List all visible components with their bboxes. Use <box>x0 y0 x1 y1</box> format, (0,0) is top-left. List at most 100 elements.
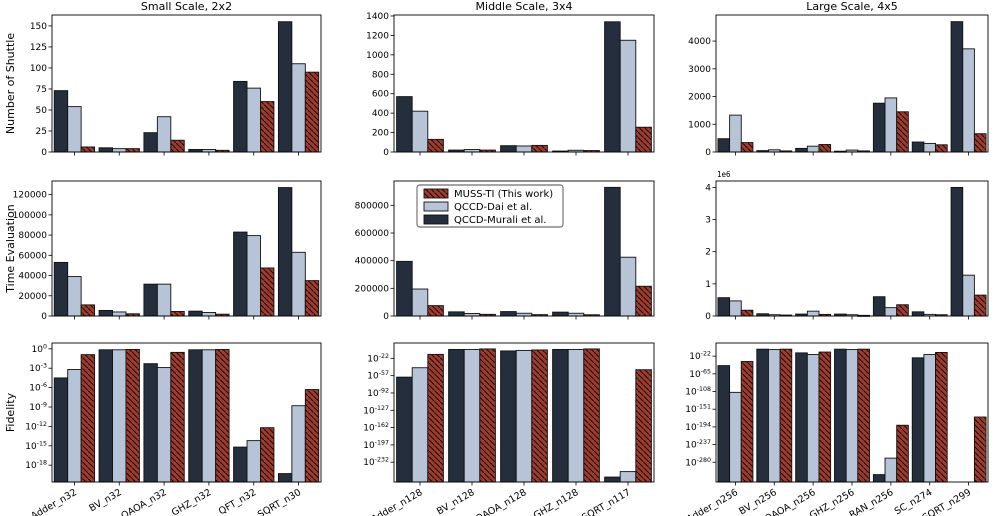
y-tick-label: 800000 <box>355 201 390 211</box>
y-tick-label: 10-22 <box>689 351 711 363</box>
y-tick-label: 120000 <box>13 191 48 201</box>
x-tick-label: BV_n32 <box>87 487 123 514</box>
y-tick-label: 0 <box>383 312 389 322</box>
bar-qccd_dai <box>156 367 172 483</box>
legend-swatch-hatch <box>424 189 448 198</box>
bar-qccd_murali <box>448 348 465 483</box>
bar-hatch-overlay <box>974 417 987 482</box>
y-tick-label: 40000 <box>18 272 47 282</box>
bar-qccd_dai <box>768 349 781 483</box>
bar-hatch-overlay <box>81 304 95 316</box>
bar-qccd_murali <box>604 476 621 483</box>
x-tick-label: QAOA_n128 <box>474 487 528 516</box>
y-tick-label: 10-9 <box>29 402 47 414</box>
y-tick-label: 10-151 <box>685 404 711 416</box>
bar-hatch-overlay <box>531 314 548 316</box>
bar-qccd_dai <box>411 288 429 317</box>
bar-qccd_dai <box>845 349 859 483</box>
y-tick-label: 100 <box>32 343 47 355</box>
y-tick-label: 0 <box>705 148 711 158</box>
bar-qccd_dai <box>246 440 261 483</box>
y-tick-label: 125 <box>30 43 47 53</box>
bar-qccd_dai <box>806 310 820 317</box>
bar-qccd_murali <box>143 363 158 483</box>
subplot-shuttle-small: 0 25 50 75 100 125 150 Small Scale, 2x2 Number o… <box>4 0 322 158</box>
y-tick-label: 2000 <box>688 93 711 103</box>
x-tick-label: Adder_n128 <box>370 487 425 516</box>
y-tick-label: 75 <box>36 85 47 95</box>
legend-box <box>416 184 564 228</box>
x-tick-label: SQRT_n117 <box>580 487 632 516</box>
y-tick-label: 3 <box>705 216 711 226</box>
y-tick-label: 50 <box>36 106 48 116</box>
subplot-fidelity-middle: 10-22 10-57 10-92 10-127 10-162 10-197 10-232 A… <box>363 342 655 516</box>
y-tick-label: 4000 <box>688 37 711 47</box>
bar-qccd_murali <box>277 473 293 483</box>
subplot-fidelity-large: 10-22 10-65 10-108 10-151 10-194 10-237 10-280… <box>685 342 989 516</box>
bar-qccd_murali <box>500 145 517 153</box>
y-tick-label: 2 <box>705 248 711 258</box>
x-tick-label: GHZ_n32 <box>170 487 213 516</box>
y-tick-label: 1200 <box>366 31 389 41</box>
legend-swatch-qccd_dai <box>423 201 449 212</box>
y-tick-label: 1400 <box>366 12 389 22</box>
x-tick-label: Adder_n32 <box>29 487 79 516</box>
axis-offset-text: 1e6 <box>717 170 731 179</box>
bar-qccd_murali <box>143 283 158 317</box>
bar-hatch-overlay <box>635 286 652 316</box>
y-tick-label: 400000 <box>355 257 390 267</box>
x-tick-label: RAN_n256 <box>848 487 896 516</box>
bar-qccd_dai <box>411 110 429 153</box>
bar-qccd_dai <box>411 367 429 483</box>
y-tick-label: 10-15 <box>25 440 47 452</box>
bar-qccd_murali <box>717 297 731 317</box>
axes-frame <box>393 180 655 317</box>
bar-hatch-overlay <box>818 314 831 316</box>
bar-qccd_murali <box>872 102 886 153</box>
bar-hatch-overlay <box>125 148 140 152</box>
y-tick-label: 10-92 <box>367 387 389 399</box>
bar-qccd_murali <box>143 132 158 153</box>
chart-title: Large Scale, 4x5 <box>806 0 898 13</box>
bar-hatch-overlay <box>935 352 948 482</box>
bar-qccd_murali <box>98 349 113 483</box>
bar-qccd_dai <box>806 354 820 483</box>
y-tick-label: 10-197 <box>363 439 389 451</box>
bar-hatch-overlay <box>215 150 230 152</box>
bar-qccd_murali <box>552 311 569 317</box>
bar-hatch-overlay <box>780 315 792 317</box>
bar-qccd_dai <box>156 283 172 317</box>
subplot-fidelity-small: 100 10-3 10-6 10-9 10-12 10-15 10-18 Adder_n32 B… <box>4 342 322 516</box>
y-tick-label: 10-237 <box>685 439 711 451</box>
bar-hatch-overlay <box>427 354 444 482</box>
bar-qccd_murali <box>911 357 925 483</box>
bar-qccd_dai <box>515 349 533 483</box>
bar-qccd_murali <box>872 474 886 483</box>
y-tick-label: 60000 <box>18 251 47 261</box>
bar-hatch-overlay <box>479 348 496 482</box>
bar-qccd_dai <box>962 48 975 153</box>
bar-hatch-overlay <box>170 140 185 152</box>
axes-frame <box>715 342 989 483</box>
x-tick-label: SQRT_n30 <box>256 487 303 516</box>
bar-hatch-overlay <box>635 127 652 152</box>
bar-hatch-overlay <box>780 349 792 482</box>
y-axis-label: Fidelity <box>4 392 17 432</box>
bar-hatch-overlay <box>741 142 753 152</box>
bar-hatch-overlay <box>583 150 600 152</box>
bar-qccd_murali <box>911 141 925 153</box>
bar-hatch-overlay <box>479 314 496 316</box>
bar-qccd_murali <box>233 231 248 317</box>
axes-frame <box>51 180 322 317</box>
bar-qccd_murali <box>98 309 113 317</box>
y-tick-label: 10-3 <box>29 363 47 375</box>
y-axis-label: Time Evaluation <box>4 204 17 293</box>
bar-hatch-overlay <box>260 267 274 316</box>
bar-qccd_murali <box>396 260 413 317</box>
bar-qccd_murali <box>188 310 203 317</box>
bar-qccd_murali <box>396 376 413 483</box>
bar-hatch-overlay <box>974 295 987 316</box>
y-tick-label: 1000 <box>366 51 389 61</box>
subplot-time-small: 0 20000 40000 60000 80000 100000 120000 Time Ev… <box>4 180 322 322</box>
legend: MUSS-TI (This work) QCCD-Dai et al. QCCD-M… <box>416 184 564 228</box>
